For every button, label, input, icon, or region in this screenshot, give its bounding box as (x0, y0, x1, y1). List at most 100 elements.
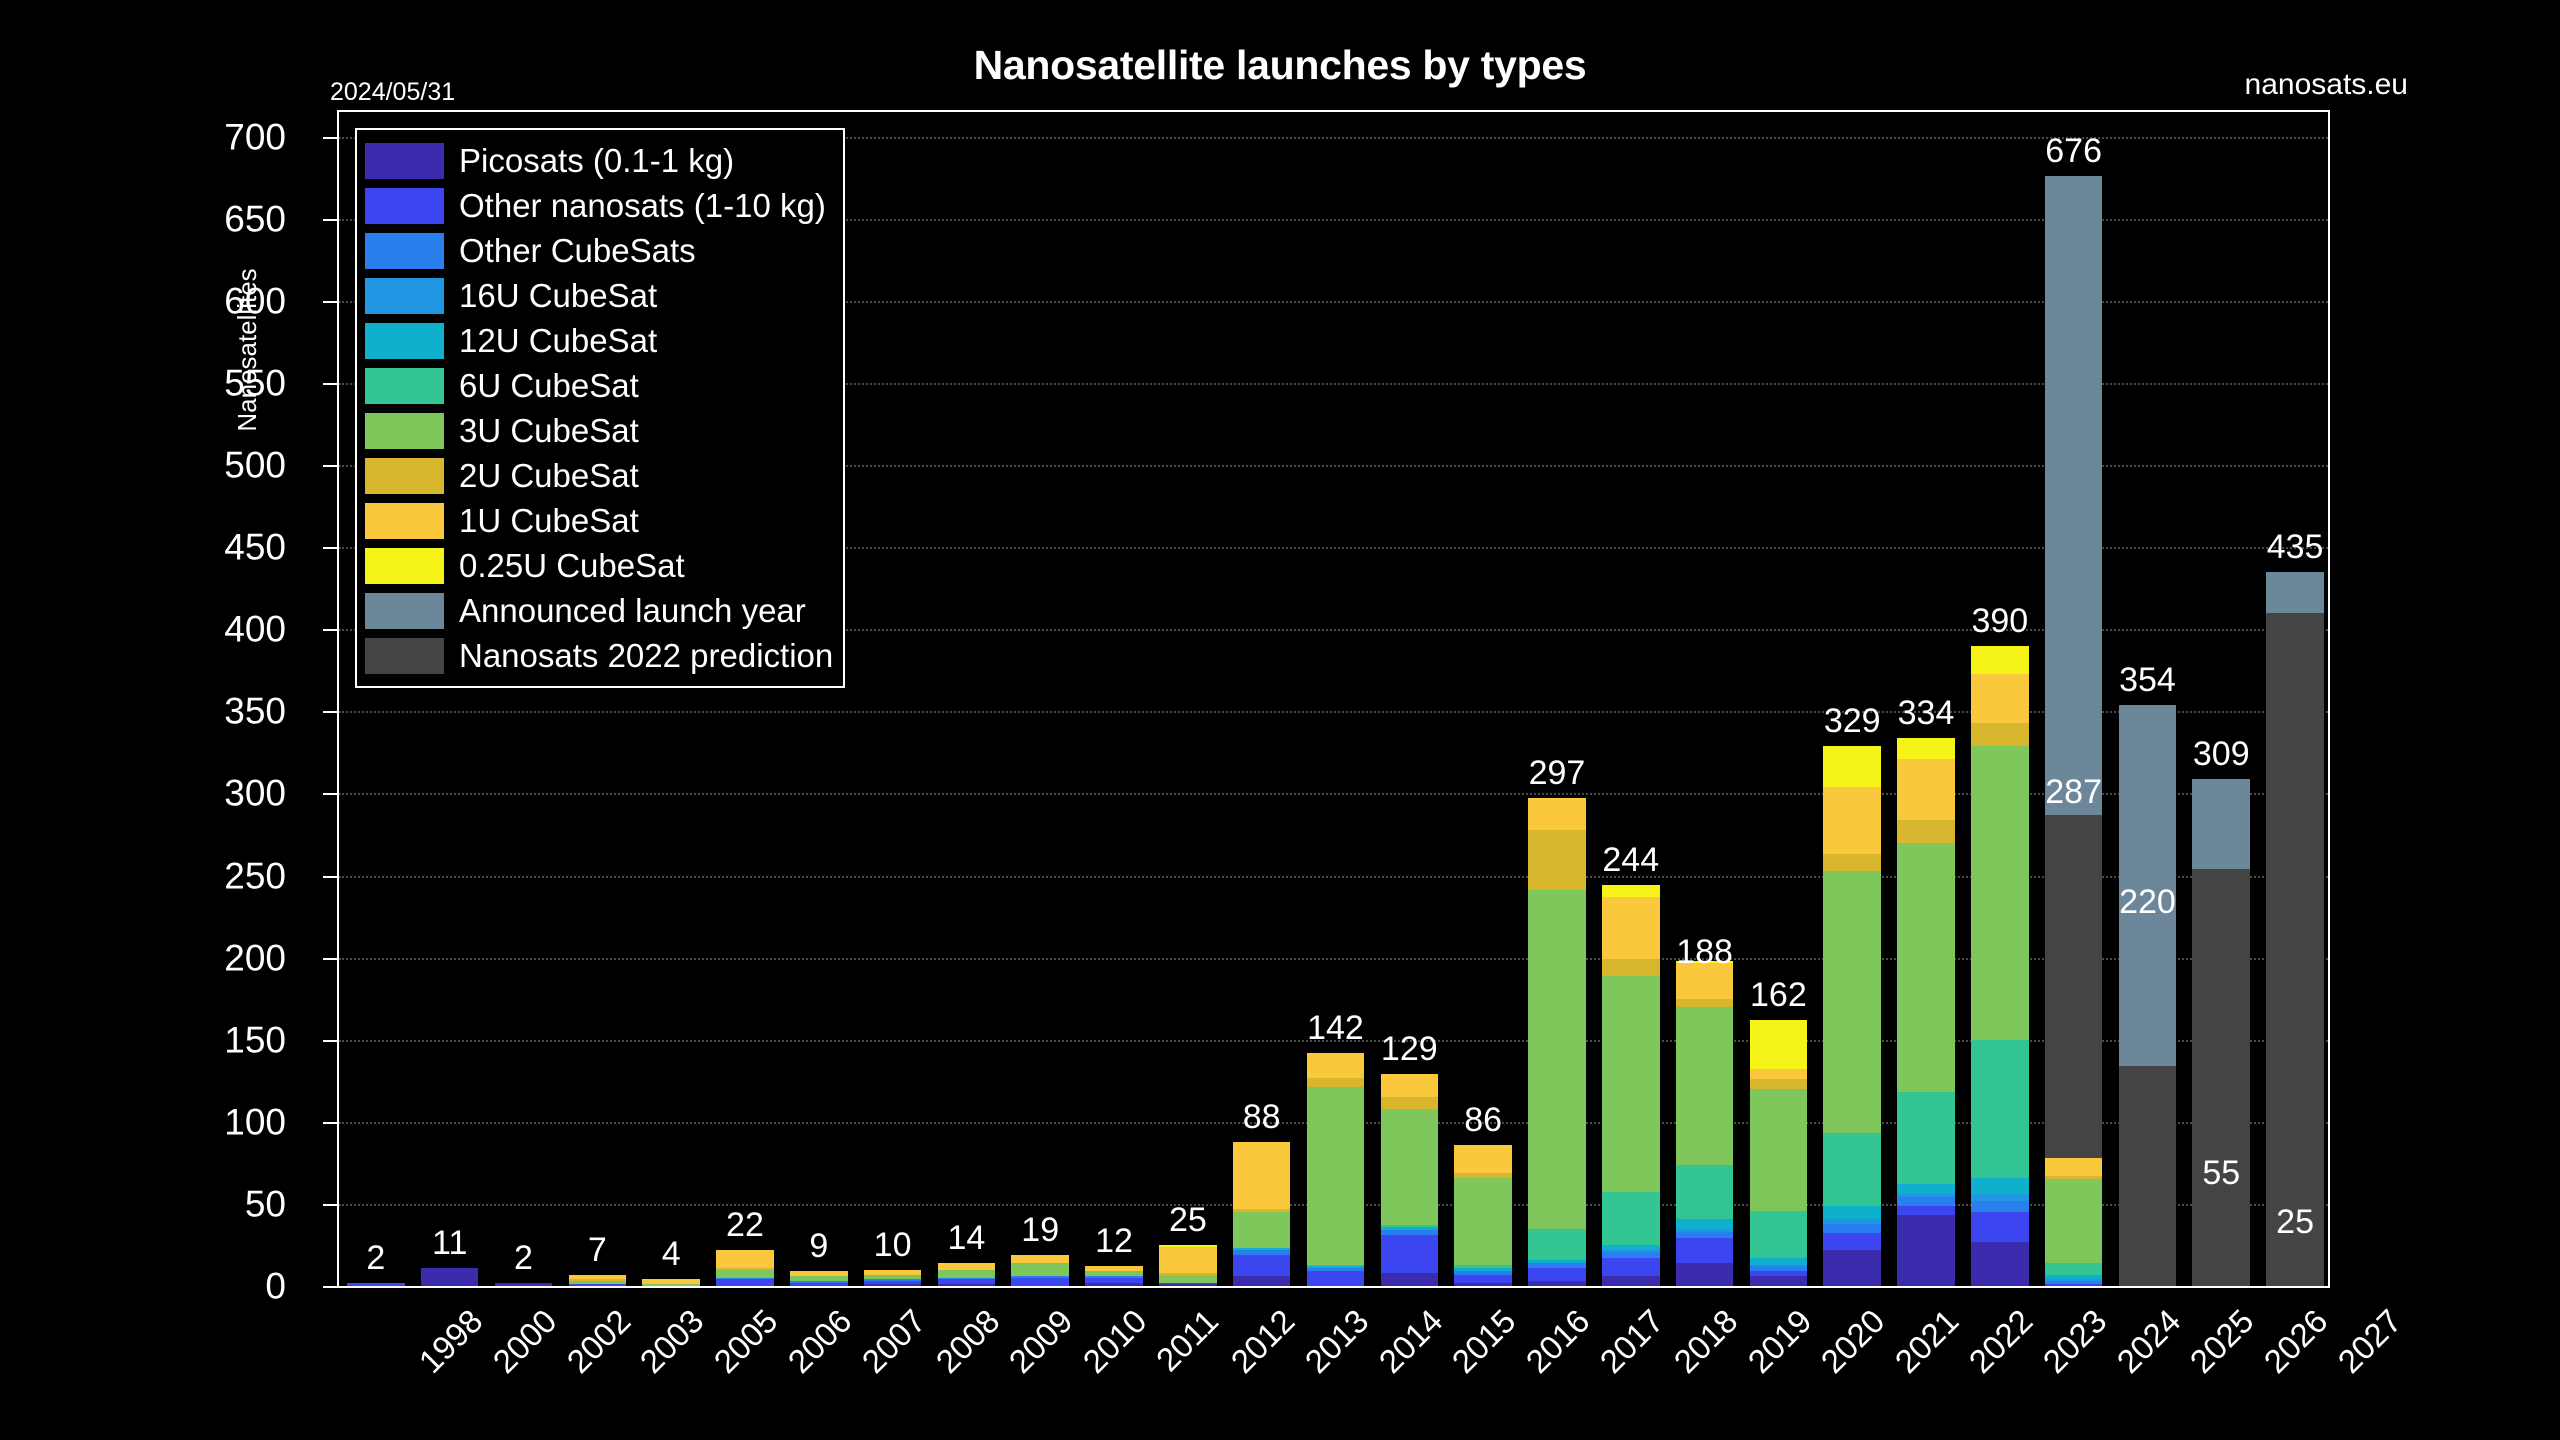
bar-segment[interactable] (1011, 1276, 1069, 1278)
bar-segment[interactable] (1749, 1210, 1808, 1259)
bar-segment[interactable] (716, 1269, 774, 1278)
bar-segment[interactable] (1749, 1271, 1808, 1277)
bar-segment[interactable] (2044, 814, 2103, 1158)
bar-group[interactable]: 11 (420, 112, 479, 1286)
bar-segment[interactable] (1823, 1205, 1881, 1219)
bar-segment[interactable] (1897, 759, 1955, 820)
bar-segment[interactable] (1601, 885, 1660, 897)
bar-segment[interactable] (1675, 1218, 1734, 1229)
bar-segment[interactable] (790, 1271, 848, 1277)
bar-segment[interactable] (790, 1276, 848, 1282)
bar-segment[interactable] (1601, 1244, 1660, 1250)
bar-segment[interactable] (1823, 854, 1881, 871)
bar-segment[interactable] (937, 1284, 996, 1286)
bar-segment[interactable] (1454, 1144, 1512, 1173)
bar-group[interactable]: 390 (1971, 112, 2029, 1286)
bar-segment[interactable] (1232, 1208, 1291, 1213)
bar-segment[interactable] (937, 1269, 996, 1278)
bar-segment[interactable] (1897, 737, 1955, 759)
bar-segment[interactable] (1675, 1164, 1734, 1219)
bar-segment[interactable] (1011, 1277, 1069, 1286)
bar-group[interactable]: 25 (1159, 112, 1217, 1286)
bar-group[interactable]: 86 (1454, 112, 1512, 1286)
bar-segment[interactable] (1601, 1251, 1660, 1259)
bar-segment[interactable] (2044, 1274, 2103, 1280)
legend-item[interactable]: 12U CubeSat (365, 318, 833, 363)
bar-group[interactable]: 14 (937, 112, 996, 1286)
bar-group[interactable]: 334 (1897, 112, 1955, 1286)
bar-segment[interactable] (1675, 960, 1734, 963)
bar-group[interactable]: 162 (1749, 112, 1808, 1286)
legend-item[interactable]: Picosats (0.1-1 kg) (365, 138, 833, 183)
bar-segment[interactable] (1675, 1263, 1734, 1286)
legend-item[interactable]: Nanosats 2022 prediction (365, 633, 833, 678)
bar-group[interactable]: 354 220 (2118, 112, 2177, 1286)
bar-segment[interactable] (1601, 975, 1660, 1193)
bar-segment[interactable] (1971, 673, 2029, 723)
bar-segment[interactable] (1232, 1248, 1291, 1250)
bar-segment[interactable] (1380, 1225, 1439, 1227)
bar-segment[interactable] (1897, 1092, 1955, 1185)
bar-segment[interactable] (1823, 745, 1881, 787)
bar-segment[interactable] (1085, 1282, 1143, 1286)
bar-segment[interactable] (1971, 1241, 2029, 1286)
bar-segment[interactable] (1823, 1223, 1881, 1234)
bar-segment[interactable] (1749, 1266, 1808, 1272)
bar-segment[interactable] (1749, 1276, 1808, 1286)
legend-item[interactable]: 2U CubeSat (365, 453, 833, 498)
bar-segment[interactable] (1528, 1263, 1586, 1268)
bar-segment[interactable] (494, 1282, 553, 1286)
legend-item[interactable]: Other CubeSats (365, 228, 833, 273)
bar-segment[interactable] (2192, 868, 2251, 1286)
bar-segment[interactable] (1159, 1272, 1217, 1275)
bar-segment[interactable] (1897, 1215, 1955, 1286)
bar-segment[interactable] (1232, 1249, 1291, 1255)
bar-segment[interactable] (1380, 1074, 1439, 1098)
bar-group[interactable]: 7 (568, 112, 627, 1286)
bar-segment[interactable] (937, 1263, 996, 1270)
bar-segment[interactable] (1159, 1282, 1217, 1285)
bar-segment[interactable] (1897, 1205, 1955, 1216)
bar-group[interactable]: 4 (642, 112, 700, 1286)
bar-segment[interactable] (1528, 1228, 1586, 1260)
bar-segment[interactable] (2266, 612, 2324, 1286)
bar-segment[interactable] (2044, 1279, 2103, 1282)
bar-segment[interactable] (1601, 1276, 1660, 1286)
bar-segment[interactable] (1528, 798, 1586, 830)
bar-group[interactable]: 329 (1823, 112, 1881, 1286)
bar-segment[interactable] (2044, 1179, 2103, 1264)
bar-segment[interactable] (1085, 1276, 1143, 1278)
bar-segment[interactable] (1897, 842, 1955, 1093)
bar-segment[interactable] (1454, 1264, 1512, 1268)
bar-segment[interactable] (1306, 1052, 1365, 1078)
bar-segment[interactable] (568, 1284, 627, 1286)
legend-item[interactable]: 6U CubeSat (365, 363, 833, 408)
bar-segment[interactable] (568, 1281, 627, 1285)
bar-segment[interactable] (1159, 1284, 1217, 1286)
bar-segment[interactable] (1159, 1246, 1217, 1273)
bar-segment[interactable] (1232, 1141, 1291, 1209)
bar-segment[interactable] (1601, 1249, 1660, 1252)
bar-segment[interactable] (2044, 1281, 2103, 1285)
bar-segment[interactable] (2118, 704, 2177, 1066)
bar-segment[interactable] (1380, 1226, 1439, 1231)
bar-group[interactable]: 9 (790, 112, 848, 1286)
legend-item[interactable]: 1U CubeSat (365, 498, 833, 543)
bar-segment[interactable] (1823, 1249, 1881, 1286)
bar-segment[interactable] (1749, 1069, 1808, 1080)
bar-segment[interactable] (420, 1267, 479, 1286)
bar-group[interactable]: 10 (863, 112, 922, 1286)
bar-segment[interactable] (1085, 1266, 1143, 1272)
bar-segment[interactable] (2044, 176, 2103, 815)
bar-segment[interactable] (863, 1269, 922, 1275)
bar-segment[interactable] (1749, 1258, 1808, 1265)
bar-segment[interactable] (1749, 1079, 1808, 1089)
bar-segment[interactable] (1749, 1089, 1808, 1211)
bar-segment[interactable] (1897, 1197, 1955, 1206)
bar-segment[interactable] (1823, 870, 1881, 1134)
bar-group[interactable]: 435 25 (2266, 112, 2324, 1286)
bar-segment[interactable] (937, 1279, 996, 1285)
bar-segment[interactable] (1971, 1039, 2029, 1178)
bar-segment[interactable] (1749, 1264, 1808, 1267)
bar-segment[interactable] (2044, 1157, 2103, 1177)
